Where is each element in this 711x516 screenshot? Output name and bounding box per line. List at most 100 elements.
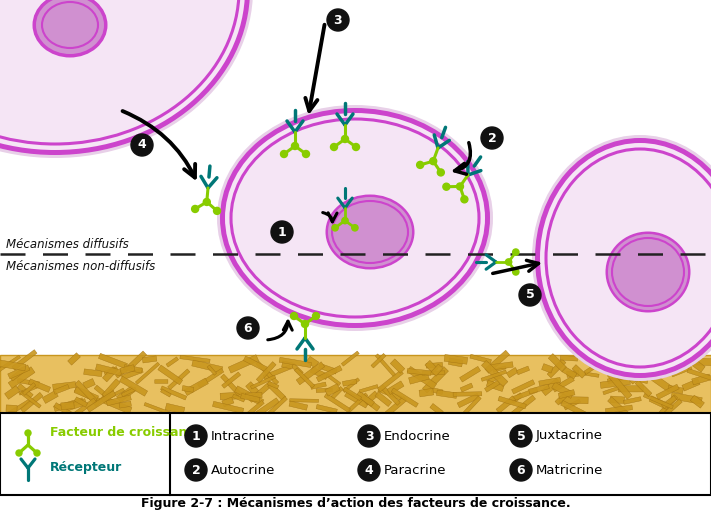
Bar bbox=[65, 399, 87, 411]
Bar bbox=[608, 397, 628, 416]
Bar bbox=[426, 362, 443, 368]
Ellipse shape bbox=[225, 113, 485, 323]
Bar bbox=[0, 360, 26, 371]
Circle shape bbox=[513, 269, 519, 275]
Bar bbox=[511, 393, 523, 404]
Bar bbox=[279, 357, 311, 367]
Bar bbox=[0, 413, 711, 495]
Bar bbox=[84, 369, 102, 377]
Bar bbox=[192, 360, 223, 373]
Circle shape bbox=[510, 425, 532, 447]
Bar bbox=[658, 364, 670, 371]
Bar bbox=[4, 399, 31, 417]
Bar bbox=[635, 380, 652, 397]
Circle shape bbox=[313, 313, 319, 319]
Bar bbox=[289, 399, 319, 402]
Bar bbox=[267, 382, 286, 400]
Bar bbox=[331, 386, 343, 399]
Ellipse shape bbox=[328, 197, 412, 267]
Bar bbox=[548, 353, 567, 372]
Bar bbox=[246, 382, 259, 395]
Circle shape bbox=[358, 425, 380, 447]
Ellipse shape bbox=[36, 0, 104, 54]
Bar bbox=[198, 368, 224, 388]
Bar bbox=[690, 395, 705, 408]
Text: 3: 3 bbox=[365, 429, 373, 443]
Bar bbox=[316, 388, 332, 393]
Bar bbox=[493, 366, 506, 372]
Bar bbox=[560, 356, 578, 361]
Bar bbox=[144, 402, 174, 416]
Ellipse shape bbox=[326, 195, 415, 269]
Circle shape bbox=[25, 430, 31, 436]
Bar bbox=[341, 351, 359, 366]
Bar bbox=[75, 398, 96, 415]
Text: Endocrine: Endocrine bbox=[384, 429, 451, 443]
Bar bbox=[102, 379, 120, 398]
Bar bbox=[512, 380, 535, 394]
Bar bbox=[656, 384, 679, 399]
Bar bbox=[166, 357, 178, 367]
Ellipse shape bbox=[606, 232, 690, 313]
Bar bbox=[453, 392, 482, 396]
Bar bbox=[682, 379, 700, 391]
Bar bbox=[244, 400, 264, 418]
Bar bbox=[692, 374, 711, 385]
Bar bbox=[509, 395, 535, 418]
Circle shape bbox=[506, 259, 512, 265]
Bar bbox=[630, 352, 647, 368]
Bar bbox=[484, 380, 500, 392]
Bar bbox=[207, 365, 217, 375]
Bar bbox=[671, 393, 702, 404]
Bar bbox=[117, 386, 135, 402]
Bar bbox=[60, 401, 75, 410]
Bar bbox=[128, 351, 146, 369]
Bar bbox=[222, 372, 241, 388]
Bar bbox=[119, 376, 148, 396]
Bar bbox=[165, 404, 185, 414]
Bar bbox=[470, 354, 491, 363]
Circle shape bbox=[510, 459, 532, 481]
Circle shape bbox=[131, 134, 153, 156]
Bar bbox=[142, 356, 157, 363]
Circle shape bbox=[327, 9, 349, 31]
Bar bbox=[263, 396, 287, 420]
Bar bbox=[68, 353, 80, 365]
Bar bbox=[584, 372, 599, 377]
Bar bbox=[643, 394, 673, 409]
Ellipse shape bbox=[532, 135, 711, 381]
Bar bbox=[343, 378, 360, 393]
Bar bbox=[122, 368, 143, 380]
Bar bbox=[390, 359, 405, 373]
Text: 3: 3 bbox=[333, 13, 342, 26]
Bar bbox=[104, 366, 118, 375]
Bar bbox=[4, 385, 20, 399]
Bar bbox=[444, 354, 468, 364]
Circle shape bbox=[331, 143, 338, 151]
Bar bbox=[235, 386, 264, 406]
Bar bbox=[432, 388, 443, 394]
Bar bbox=[459, 366, 481, 382]
Text: 2: 2 bbox=[192, 463, 201, 476]
Bar bbox=[325, 384, 340, 396]
Bar bbox=[380, 385, 400, 406]
Bar bbox=[603, 386, 620, 395]
Bar bbox=[430, 404, 443, 415]
Bar bbox=[53, 382, 76, 390]
Bar bbox=[605, 405, 633, 413]
Bar bbox=[228, 354, 259, 373]
Bar bbox=[643, 355, 661, 367]
Bar bbox=[485, 350, 510, 373]
Bar bbox=[135, 362, 160, 384]
Circle shape bbox=[203, 199, 210, 205]
Bar bbox=[74, 397, 87, 407]
Text: Mécanismes non-diffusifs: Mécanismes non-diffusifs bbox=[6, 260, 155, 272]
Text: 1: 1 bbox=[192, 429, 201, 443]
Bar bbox=[22, 383, 36, 395]
Bar bbox=[375, 354, 396, 377]
Text: Récepteur: Récepteur bbox=[50, 461, 122, 475]
Bar bbox=[562, 366, 577, 379]
Bar bbox=[256, 361, 279, 385]
Bar bbox=[12, 350, 37, 370]
Text: 4: 4 bbox=[365, 463, 373, 476]
